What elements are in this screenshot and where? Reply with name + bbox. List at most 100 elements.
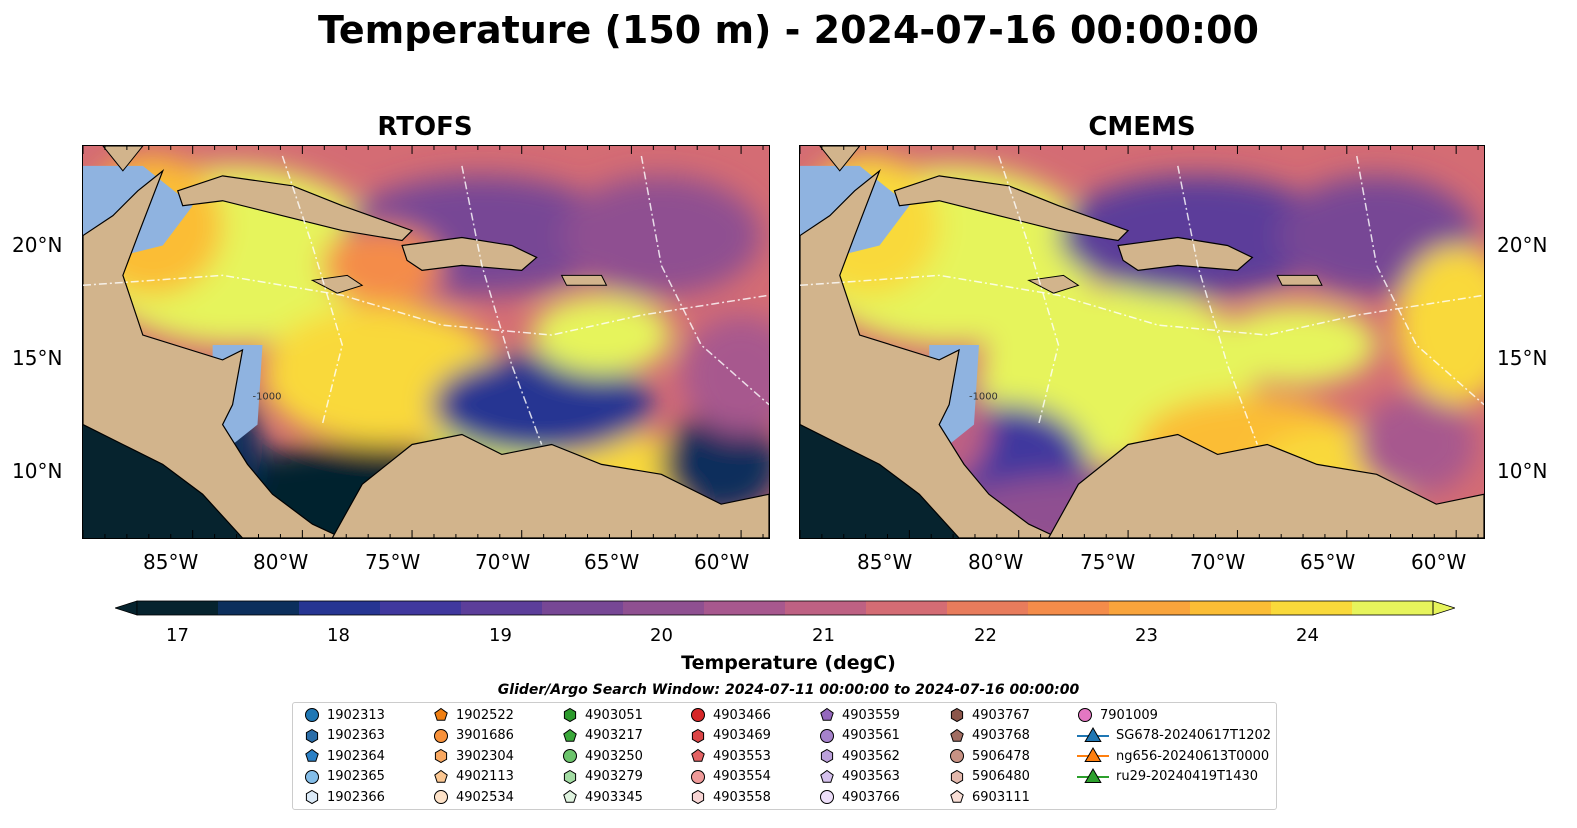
lon-tick-60w-left: 60°W (694, 550, 750, 574)
hexagon-marker-icon (950, 769, 964, 784)
legend-item: 3902304 (432, 746, 514, 766)
legend-item: 4903767 (948, 705, 1030, 725)
colorbar-segment (299, 601, 381, 615)
legend-item: 6903111 (948, 787, 1030, 807)
legend-item: 1902522 (432, 705, 514, 725)
lon-tick-85w-right: 85°W (857, 550, 913, 574)
legend-label: ng656-20240613T0000 (1116, 748, 1270, 764)
legend-item: ng656-20240613T0000 (1076, 746, 1269, 766)
legend-label: 4903250 (585, 748, 643, 764)
legend-item: 5906478 (948, 746, 1030, 766)
colorbar-segment (704, 601, 786, 615)
lat-tick-20n-right: 20°N (1497, 233, 1548, 257)
pentagon-marker-icon (950, 728, 964, 742)
lat-tick-10n-right: 10°N (1497, 459, 1548, 483)
colorbar-segment (380, 601, 462, 615)
legend-item: 4903558 (689, 787, 771, 807)
legend-item: SG678-20240617T1202 (1076, 726, 1271, 746)
legend-label: 4903466 (713, 707, 771, 723)
lon-tick-70w-right: 70°W (1190, 550, 1246, 574)
circle-marker-icon (434, 790, 448, 804)
legend-label: 1902365 (327, 769, 385, 784)
colorbar-tick-21: 21 (812, 625, 835, 646)
circle-marker-icon (950, 749, 964, 763)
colorbar-segment (1271, 601, 1353, 615)
legend-item: 4902534 (432, 787, 514, 807)
colorbar-segment (866, 601, 948, 615)
legend-label: 4903051 (585, 707, 643, 723)
legend-item: 4903279 (561, 767, 643, 787)
lon-tick-75w-right: 75°W (1080, 550, 1136, 574)
legend-item: 5906480 (948, 767, 1030, 787)
hexagon-marker-icon (563, 707, 577, 723)
rtofs-map-svg: -1000 (83, 146, 769, 538)
circle-marker-icon (305, 708, 319, 722)
search-window-label: Glider/Argo Search Window: 2024-07-11 00… (497, 682, 1080, 698)
legend-item: 1902364 (303, 746, 385, 766)
legend-item: 4903250 (561, 746, 643, 766)
legend-item: 4903562 (818, 746, 900, 766)
pentagon-marker-icon (563, 728, 577, 742)
isobath-label: -1000 (253, 392, 282, 403)
legend-label: 1902313 (327, 707, 385, 723)
legend-label: 4903553 (713, 748, 771, 764)
colorbar-segment (947, 601, 1029, 615)
legend-item: 4903466 (689, 705, 771, 725)
circle-marker-icon (563, 749, 577, 763)
pentagon-marker-icon (820, 707, 834, 721)
pentagon-marker-icon (820, 769, 834, 783)
colorbar-segment (1190, 601, 1272, 615)
map-panel-cmems[interactable]: -1000 (799, 145, 1485, 539)
circle-marker-icon (434, 728, 448, 743)
legend-item: 4902113 (432, 767, 514, 787)
lon-tick-80w-left: 80°W (253, 550, 309, 574)
circle-marker-icon (691, 708, 705, 722)
colorbar-segment (137, 601, 219, 615)
legend-label: SG678-20240617T1202 (1116, 728, 1272, 743)
legend-label: 4903767 (972, 707, 1030, 723)
panel-title-cmems: CMEMS (1088, 112, 1196, 142)
legend-item: 4903051 (561, 705, 643, 725)
map-panel-rtofs[interactable]: -1000 (82, 145, 770, 539)
legend-item: 4903217 (561, 726, 643, 746)
legend-item: 4903559 (818, 705, 900, 725)
hexagon-marker-icon (305, 728, 319, 743)
lon-tick-70w-left: 70°W (475, 550, 531, 574)
legend-label: 4903561 (842, 728, 900, 743)
figure-title: Temperature (150 m) - 2024-07-16 00:00:0… (317, 8, 1259, 52)
circle-marker-icon (305, 769, 319, 784)
legend-label: 4903554 (713, 769, 771, 784)
legend-label: ru29-20240419T1430 (1116, 769, 1259, 784)
colorbar (115, 600, 1455, 616)
legend-label: 4903469 (713, 728, 771, 743)
legend-item: ru29-20240419T1430 (1076, 767, 1258, 787)
legend-label: 4902534 (456, 789, 514, 805)
lon-tick-75w-left: 75°W (365, 550, 421, 574)
colorbar-segment (1109, 601, 1191, 615)
legend-label: 4903345 (585, 789, 643, 805)
lat-tick-10n-left: 10°N (12, 459, 63, 483)
pentagon-marker-icon (691, 748, 705, 762)
legend-label: 1902366 (327, 789, 385, 805)
colorbar-tick-19: 19 (489, 625, 512, 646)
lon-tick-80w-right: 80°W (968, 550, 1024, 574)
colorbar-tick-22: 22 (974, 625, 997, 646)
hexagon-marker-icon (691, 728, 705, 743)
legend-label: 4903559 (842, 707, 900, 723)
colorbar-tick-23: 23 (1135, 625, 1158, 646)
legend-item: 4903553 (689, 746, 771, 766)
legend-label: 4903217 (585, 728, 643, 743)
legend-label: 5906480 (972, 769, 1030, 784)
pentagon-marker-icon (434, 769, 448, 783)
lon-tick-65w-left: 65°W (584, 550, 640, 574)
triangle-line-marker-icon (1077, 767, 1109, 783)
legend-label: 3901686 (456, 728, 514, 743)
colorbar-tick-17: 17 (166, 625, 189, 646)
colorbar-segment (542, 601, 624, 615)
colorbar-tick-18: 18 (327, 625, 350, 646)
hexagon-marker-icon (820, 748, 834, 764)
legend-item: 7901009 (1076, 705, 1158, 725)
legend-item: 1902363 (303, 726, 385, 746)
legend-item: 3901686 (432, 726, 514, 746)
legend-label: 4903768 (972, 728, 1030, 743)
